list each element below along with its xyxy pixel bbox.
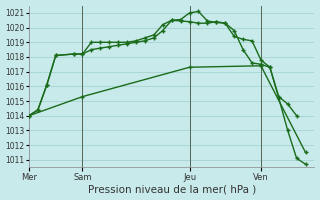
X-axis label: Pression niveau de la mer( hPa ): Pression niveau de la mer( hPa ) <box>88 184 256 194</box>
